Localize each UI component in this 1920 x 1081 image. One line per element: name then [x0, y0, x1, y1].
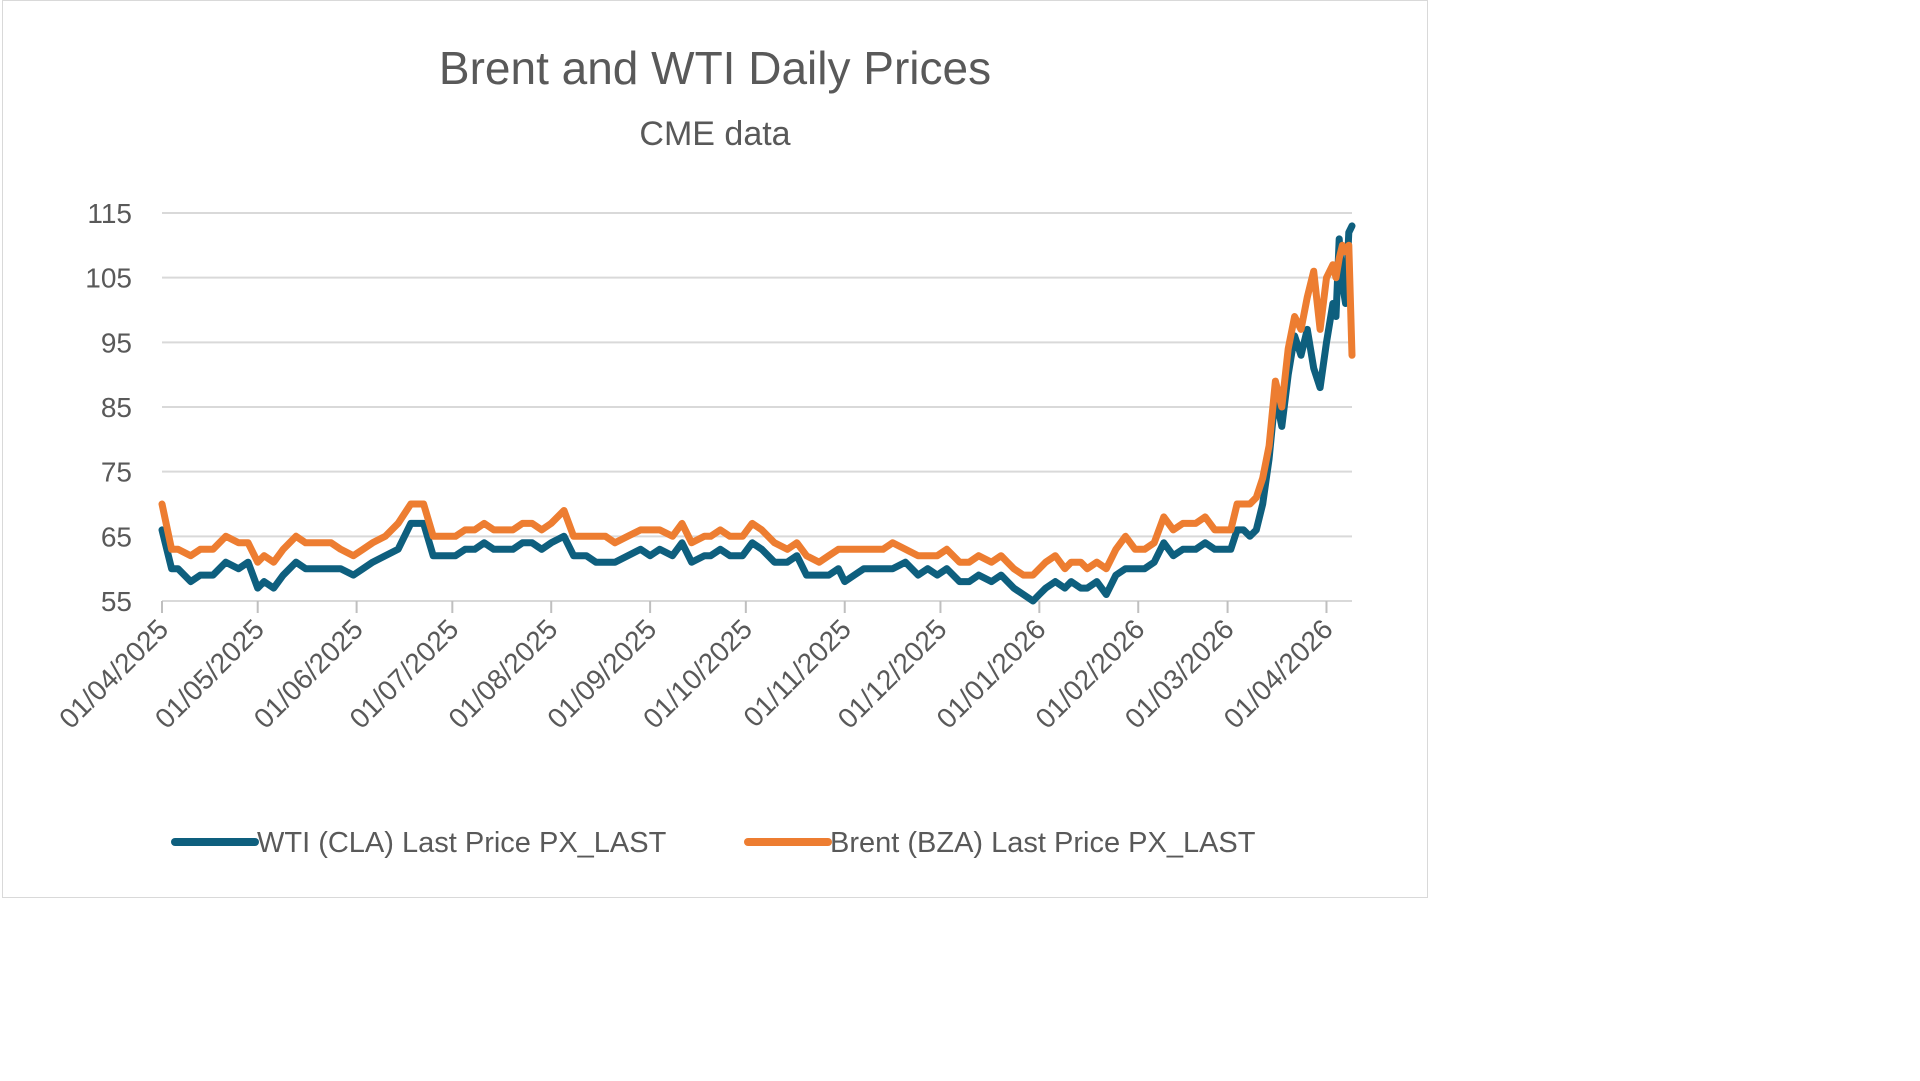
chart-title: Brent and WTI Daily Prices — [439, 42, 991, 94]
legend-label-wti: WTI (CLA) Last Price PX_LAST — [257, 827, 667, 859]
y-tick-label: 95 — [101, 327, 132, 358]
y-axis-ticks: 55 65 75 85 95 105 115 — [85, 198, 132, 617]
y-tick-label: 75 — [101, 457, 132, 488]
y-tick-label: 55 — [101, 586, 132, 617]
series-line-brent — [158, 241, 1356, 579]
x-axis-ticks: 01/04/202501/05/202501/06/202501/07/2025… — [53, 601, 1339, 734]
legend: WTI (CLA) Last Price PX_LAST Brent (BZA) … — [171, 827, 1256, 859]
series-line-wti — [158, 222, 1356, 605]
legend-label-brent: Brent (BZA) Last Price PX_LAST — [830, 827, 1256, 859]
chart-frame — [2, 0, 1428, 898]
y-tick-label: 85 — [101, 392, 132, 423]
series-lines — [158, 222, 1356, 605]
y-tick-label: 115 — [87, 198, 132, 229]
y-tick-label: 105 — [85, 263, 132, 294]
chart-subtitle: CME data — [639, 115, 790, 153]
y-tick-label: 65 — [101, 521, 132, 552]
